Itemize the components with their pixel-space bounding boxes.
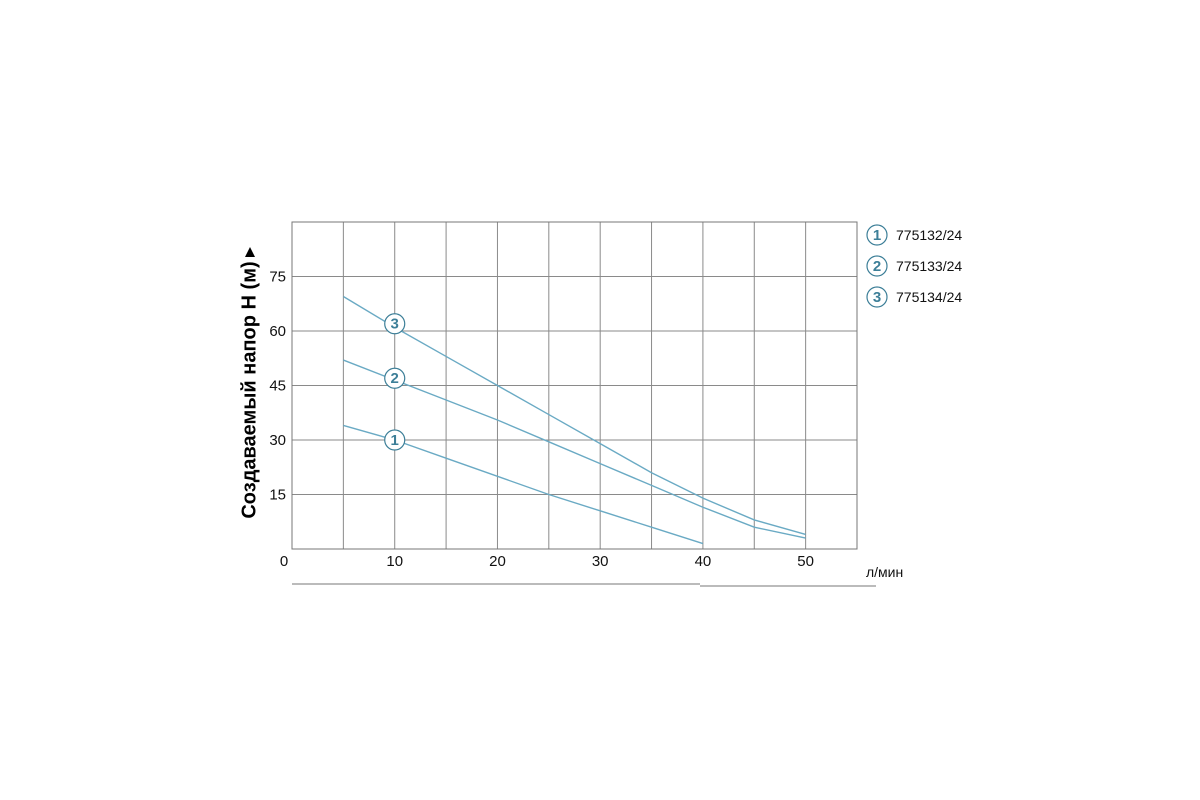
- x-tick-label: 40: [695, 553, 712, 570]
- legend-marker-circle: [866, 255, 888, 277]
- x-tick-label: 30: [592, 553, 609, 570]
- series-marker-circle: [384, 429, 406, 451]
- x-axis-unit: л/мин: [866, 564, 903, 580]
- legend-series-name: 775133/24: [896, 258, 962, 274]
- legend-series-name: 775134/24: [896, 289, 962, 305]
- x-tick-label: 0: [280, 553, 288, 570]
- series-line-3: [343, 295, 806, 536]
- series-line-2: [343, 359, 806, 539]
- x-tick-label: 50: [797, 553, 814, 570]
- legend-marker-label: 2: [873, 258, 881, 275]
- legend-item: 3 775134/24: [866, 286, 962, 308]
- legend-marker-circle: [866, 286, 888, 308]
- legend-series-name: 775132/24: [896, 227, 962, 243]
- y-axis-title: Создаваемый напор H (м): [238, 247, 260, 519]
- y-axis-ticks: 15 30 45 60 75: [269, 269, 286, 504]
- series-markers: 1 2 3: [384, 313, 406, 451]
- legend-item: 2 775133/24: [866, 255, 962, 277]
- x-tick-label: 10: [386, 553, 403, 570]
- y-axis-label: Создаваемый напор H (м): [238, 261, 260, 518]
- x-tick-label: 20: [489, 553, 506, 570]
- y-tick-label: 75: [269, 269, 286, 286]
- legend-marker-label: 3: [873, 289, 881, 306]
- series-marker-label: 2: [391, 370, 399, 387]
- series-marker-circle: [384, 313, 406, 335]
- series-marker-circle: [384, 367, 406, 389]
- legend-item: 1 775132/24: [866, 224, 962, 246]
- grid: [292, 222, 857, 549]
- y-axis-arrow-icon: [245, 247, 255, 257]
- y-tick-label: 60: [269, 323, 286, 340]
- legend-marker-circle: [866, 224, 888, 246]
- y-tick-label: 45: [269, 378, 286, 395]
- x-axis-ticks: 0 10 20 30 40 50: [280, 553, 814, 570]
- plot-frame: [291, 221, 858, 550]
- series-marker-label: 3: [391, 316, 399, 333]
- y-tick-label: 30: [269, 432, 286, 449]
- legend: 1 775132/24 2 775133/24 3 775134/24: [866, 224, 962, 308]
- series-marker-label: 1: [391, 432, 399, 449]
- legend-marker-label: 1: [873, 227, 881, 244]
- y-tick-label: 15: [269, 487, 286, 504]
